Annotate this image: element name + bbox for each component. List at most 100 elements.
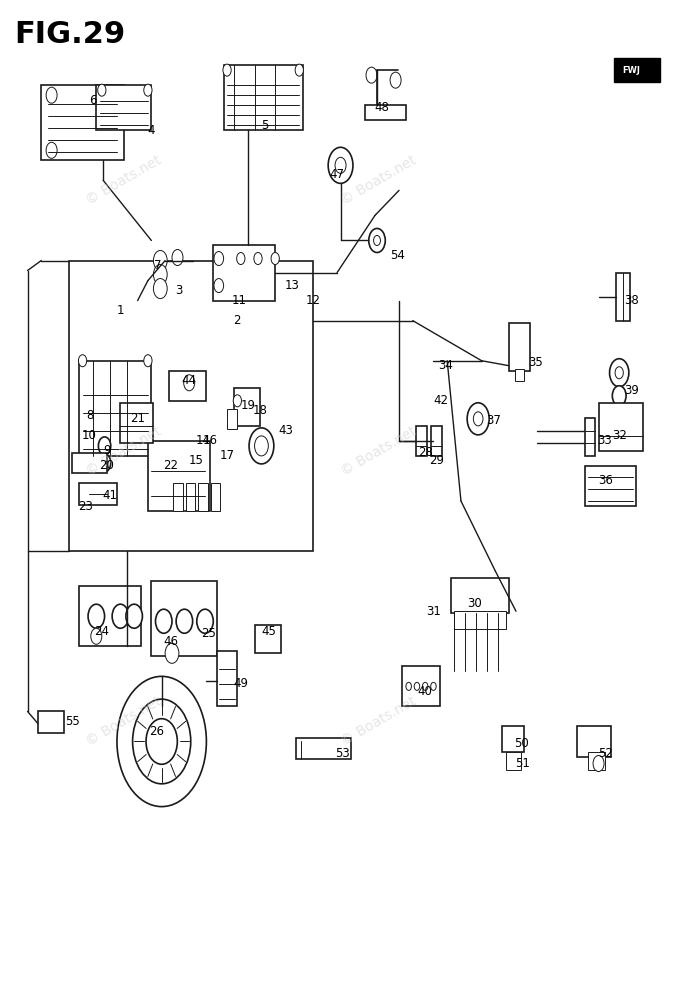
Bar <box>79 483 117 505</box>
Text: 13: 13 <box>285 280 300 292</box>
Text: 33: 33 <box>596 435 612 447</box>
Bar <box>416 426 427 456</box>
Circle shape <box>155 609 172 633</box>
Text: 34: 34 <box>438 360 453 372</box>
Text: 37: 37 <box>486 415 502 427</box>
Bar <box>79 586 141 646</box>
Circle shape <box>111 87 122 103</box>
Text: 39: 39 <box>624 385 639 397</box>
Circle shape <box>214 252 224 266</box>
Text: 16: 16 <box>202 435 217 447</box>
Circle shape <box>176 609 193 633</box>
Circle shape <box>369 228 385 253</box>
Text: 17: 17 <box>219 450 235 462</box>
Text: 9: 9 <box>103 445 110 457</box>
Bar <box>509 323 530 371</box>
Circle shape <box>146 718 178 765</box>
Text: 3: 3 <box>175 285 182 297</box>
Bar <box>38 711 64 733</box>
Bar <box>599 403 643 451</box>
Text: 30: 30 <box>467 597 482 609</box>
Circle shape <box>126 604 142 628</box>
Text: © Boats.net: © Boats.net <box>84 424 164 478</box>
Circle shape <box>254 253 262 265</box>
Text: 8: 8 <box>86 410 93 422</box>
Text: 25: 25 <box>201 627 216 639</box>
Circle shape <box>366 67 377 83</box>
Circle shape <box>91 628 102 644</box>
Circle shape <box>335 157 346 173</box>
Circle shape <box>214 279 224 293</box>
Text: 55: 55 <box>65 715 80 727</box>
Text: © Boats.net: © Boats.net <box>84 694 164 748</box>
Circle shape <box>615 367 623 379</box>
Bar <box>72 453 107 473</box>
Bar <box>454 611 506 629</box>
Bar <box>120 403 153 443</box>
Circle shape <box>467 403 489 435</box>
Text: 50: 50 <box>514 737 529 749</box>
Text: © Boats.net: © Boats.net <box>338 153 418 207</box>
Bar <box>173 483 183 511</box>
Text: 6: 6 <box>89 94 96 106</box>
Bar <box>41 85 124 160</box>
Circle shape <box>422 682 428 690</box>
Circle shape <box>153 250 167 271</box>
Circle shape <box>133 699 191 784</box>
Bar <box>96 85 151 130</box>
Bar <box>79 361 151 456</box>
Text: 51: 51 <box>515 758 530 770</box>
Text: 28: 28 <box>418 447 433 459</box>
Circle shape <box>390 72 401 88</box>
Circle shape <box>249 428 274 464</box>
Bar <box>451 578 509 613</box>
Bar <box>502 726 524 752</box>
Text: 48: 48 <box>374 101 389 113</box>
Circle shape <box>431 682 436 690</box>
Circle shape <box>406 682 411 690</box>
Text: 12: 12 <box>305 295 321 307</box>
Circle shape <box>237 253 245 265</box>
Text: 47: 47 <box>330 168 345 180</box>
Text: 41: 41 <box>103 490 118 502</box>
Text: FWJ: FWJ <box>623 66 641 74</box>
Bar <box>431 426 442 456</box>
Circle shape <box>271 253 279 265</box>
Circle shape <box>328 147 353 183</box>
Text: 35: 35 <box>528 357 543 369</box>
Circle shape <box>144 355 152 367</box>
Text: © Boats.net: © Boats.net <box>338 694 418 748</box>
Text: FIG.29: FIG.29 <box>14 20 125 49</box>
Circle shape <box>153 279 167 299</box>
Circle shape <box>46 142 57 158</box>
Bar <box>585 466 636 506</box>
Text: © Boats.net: © Boats.net <box>84 153 164 207</box>
Text: 4: 4 <box>148 124 155 136</box>
Text: 43: 43 <box>278 425 293 437</box>
Text: 29: 29 <box>429 455 444 467</box>
Circle shape <box>295 64 303 76</box>
Text: 15: 15 <box>189 455 204 467</box>
Bar <box>616 273 630 321</box>
Bar <box>151 581 217 656</box>
Circle shape <box>233 395 241 407</box>
Bar <box>186 483 195 511</box>
Circle shape <box>172 249 183 266</box>
Text: 5: 5 <box>261 119 268 131</box>
Text: 46: 46 <box>163 635 178 647</box>
Circle shape <box>610 359 629 387</box>
Bar <box>577 726 611 757</box>
Text: 2: 2 <box>234 315 241 327</box>
Bar <box>365 105 406 120</box>
Circle shape <box>165 643 179 663</box>
Circle shape <box>593 756 604 772</box>
Text: 31: 31 <box>426 605 441 617</box>
Bar <box>213 245 275 301</box>
Text: 7: 7 <box>155 260 162 272</box>
Bar <box>234 388 260 426</box>
Circle shape <box>98 437 111 455</box>
Bar <box>585 418 595 456</box>
Text: 54: 54 <box>390 249 405 262</box>
Circle shape <box>612 386 626 406</box>
Bar <box>211 483 220 511</box>
